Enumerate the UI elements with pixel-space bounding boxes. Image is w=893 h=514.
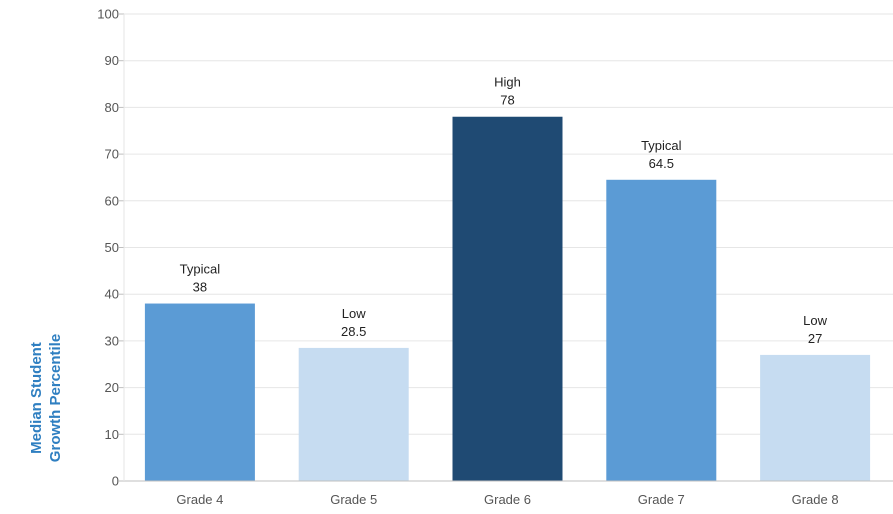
y-tick-label: 50: [105, 240, 119, 255]
bar-level-label: Typical: [180, 262, 221, 277]
bar-level-label: High: [494, 75, 521, 90]
x-category-label: Grade 5: [330, 492, 377, 507]
y-axis-ticks: 0 10 20 30 40 50 60 70 80 90 100: [97, 7, 124, 489]
bar-grade-4: [144, 303, 255, 481]
x-axis-categories: Grade 4 Grade 5 Grade 6 Grade 7 Grade 8: [176, 492, 838, 507]
bar-value-label: 28.5: [341, 324, 366, 339]
bar-value-label: 38: [193, 280, 207, 295]
x-category-label: Grade 6: [484, 492, 531, 507]
bar-value-label: 27: [808, 331, 822, 346]
bar-value-label: 78: [500, 93, 514, 108]
bar-grade-7: [606, 179, 717, 481]
y-tick-label: 0: [112, 474, 119, 489]
bar-level-label: Typical: [641, 138, 682, 153]
y-tick-label: 70: [105, 147, 119, 162]
bars: [144, 116, 871, 482]
x-category-label: Grade 7: [638, 492, 685, 507]
y-axis-title-line-2: Growth Percentile: [47, 334, 64, 462]
y-axis-title: Median Student Growth Percentile: [28, 334, 64, 462]
y-axis-title-line-1: Median Student: [28, 342, 45, 454]
y-tick-label: 20: [105, 380, 119, 395]
y-tick-label: 10: [105, 427, 119, 442]
x-category-label: Grade 4: [176, 492, 223, 507]
bar-grade-8: [760, 354, 871, 481]
bar-level-label: Low: [342, 306, 366, 321]
bar-value-label: 64.5: [649, 156, 674, 171]
y-tick-label: 100: [97, 7, 119, 22]
y-tick-label: 60: [105, 193, 119, 208]
data-labels: Typical 38 Low 28.5 High 78 Typical 64.5 Low 27: [180, 75, 828, 346]
y-tick-label: 40: [105, 287, 119, 302]
bar-level-label: Low: [803, 313, 827, 328]
y-tick-label: 80: [105, 100, 119, 115]
x-category-label: Grade 8: [792, 492, 839, 507]
y-tick-label: 30: [105, 333, 119, 348]
bar-grade-6: [452, 116, 563, 482]
bar-grade-5: [298, 347, 409, 481]
y-tick-label: 90: [105, 53, 119, 68]
